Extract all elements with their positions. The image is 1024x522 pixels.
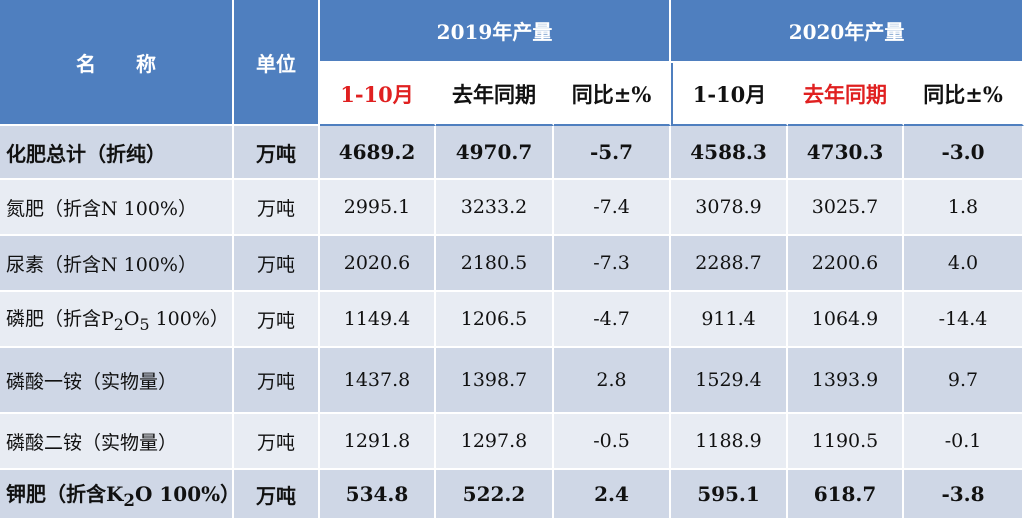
table-row: 磷酸二铵（实物量） 万吨 1291.8 1297.8 -0.5 1188.9 1… [0, 414, 1024, 470]
header-2019-yoy: 同比±% [554, 63, 672, 126]
cell-2019-ytd: 2020.6 [320, 236, 436, 292]
row-unit: 万吨 [234, 236, 320, 292]
cell-2019-prev-year: 4970.7 [436, 126, 554, 180]
row-name: 磷肥（折含P2O5 100%） [0, 292, 234, 348]
cell-2020-ytd: 595.1 [671, 470, 789, 520]
table-row: 尿素（折含N 100%） 万吨 2020.6 2180.5 -7.3 2288.… [0, 236, 1024, 292]
cell-2020-yoy: -3.0 [904, 126, 1024, 180]
cell-2019-yoy: -7.3 [554, 236, 672, 292]
cell-2019-yoy: -5.7 [554, 126, 672, 180]
cell-2019-ytd: 534.8 [320, 470, 436, 520]
cell-2019-prev-year: 1206.5 [436, 292, 554, 348]
row-unit: 万吨 [234, 470, 320, 520]
cell-2019-ytd: 1291.8 [320, 414, 436, 470]
cell-2020-ytd: 1529.4 [671, 348, 789, 414]
header-unit: 单位 [234, 0, 320, 126]
cell-2020-yoy: 9.7 [904, 348, 1024, 414]
row-unit: 万吨 [234, 348, 320, 414]
cell-2019-prev-year: 1297.8 [436, 414, 554, 470]
cell-2019-ytd: 2995.1 [320, 180, 436, 236]
header-group-2020: 2020年产量 [671, 0, 1024, 63]
header-2020-yoy: 同比±% [904, 63, 1024, 126]
cell-2019-yoy: -4.7 [554, 292, 672, 348]
cell-2019-ytd: 4689.2 [320, 126, 436, 180]
cell-2019-yoy: 2.4 [554, 470, 672, 520]
header-group-2019: 2019年产量 [320, 0, 672, 63]
cell-2019-prev-year: 3233.2 [436, 180, 554, 236]
cell-2020-yoy: 1.8 [904, 180, 1024, 236]
cell-2020-yoy: 4.0 [904, 236, 1024, 292]
cell-2020-prev-year: 1393.9 [788, 348, 905, 414]
table-row: 磷酸一铵（实物量） 万吨 1437.8 1398.7 2.8 1529.4 13… [0, 348, 1024, 414]
cell-2020-ytd: 2288.7 [671, 236, 789, 292]
row-name: 磷酸二铵（实物量） [0, 414, 234, 470]
cell-2020-ytd: 1188.9 [671, 414, 789, 470]
row-unit: 万吨 [234, 126, 320, 180]
cell-2020-ytd: 3078.9 [671, 180, 789, 236]
cell-2020-prev-year: 2200.6 [788, 236, 905, 292]
row-name: 尿素（折含N 100%） [0, 236, 234, 292]
header-name: 名称 [0, 0, 234, 126]
cell-2019-prev-year: 1398.7 [436, 348, 554, 414]
cell-2020-prev-year: 1190.5 [788, 414, 905, 470]
cell-2019-ytd: 1149.4 [320, 292, 436, 348]
cell-2020-ytd: 4588.3 [671, 126, 789, 180]
header-2019-ytd: 1-10月 [320, 63, 436, 126]
cell-2019-yoy: 2.8 [554, 348, 672, 414]
cell-2019-yoy: -0.5 [554, 414, 672, 470]
row-unit: 万吨 [234, 414, 320, 470]
row-unit: 万吨 [234, 180, 320, 236]
table-row: 氮肥（折含N 100%） 万吨 2995.1 3233.2 -7.4 3078.… [0, 180, 1024, 236]
row-name: 化肥总计（折纯） [0, 126, 234, 180]
cell-2019-prev-year: 522.2 [436, 470, 554, 520]
cell-2020-yoy: -3.8 [904, 470, 1024, 520]
cell-2019-yoy: -7.4 [554, 180, 672, 236]
cell-2019-ytd: 1437.8 [320, 348, 436, 414]
cell-2020-prev-year: 1064.9 [788, 292, 905, 348]
cell-2019-prev-year: 2180.5 [436, 236, 554, 292]
cell-2020-prev-year: 3025.7 [788, 180, 905, 236]
cell-2020-yoy: -0.1 [904, 414, 1024, 470]
row-name: 氮肥（折含N 100%） [0, 180, 234, 236]
cell-2020-prev-year: 618.7 [788, 470, 905, 520]
row-name: 磷酸一铵（实物量） [0, 348, 234, 414]
row-unit: 万吨 [234, 292, 320, 348]
cell-2020-ytd: 911.4 [671, 292, 789, 348]
cell-2020-yoy: -14.4 [904, 292, 1024, 348]
table-row: 钾肥（折含K2O 100%） 万吨 534.8 522.2 2.4 595.1 … [0, 470, 1024, 520]
header-2020-ytd: 1-10月 [671, 63, 789, 126]
cell-2020-prev-year: 4730.3 [788, 126, 905, 180]
header-2019-prev-year: 去年同期 [436, 63, 554, 126]
table-row: 磷肥（折含P2O5 100%） 万吨 1149.4 1206.5 -4.7 91… [0, 292, 1024, 348]
table-row: 化肥总计（折纯） 万吨 4689.2 4970.7 -5.7 4588.3 47… [0, 126, 1024, 180]
row-name: 钾肥（折含K2O 100%） [0, 470, 234, 520]
header-2020-prev-year: 去年同期 [788, 63, 905, 126]
